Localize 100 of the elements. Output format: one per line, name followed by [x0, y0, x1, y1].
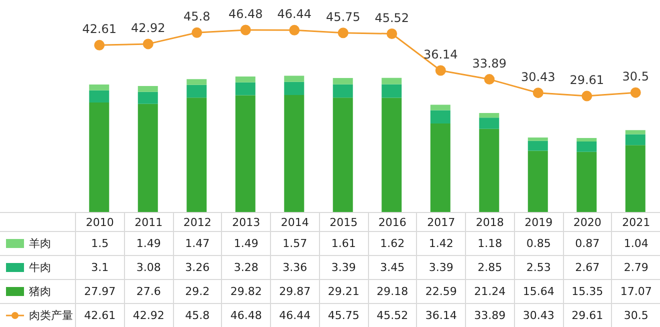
point [142, 38, 154, 50]
x-tick-label: 2016 [368, 213, 416, 232]
x-tick-label: 2019 [514, 213, 562, 232]
x-tick-label: 2011 [124, 213, 172, 232]
point [386, 28, 398, 40]
point [192, 27, 202, 38]
data-label: 3.36 [270, 256, 319, 280]
x-tick-label: 2013 [221, 213, 270, 232]
x-tick-label: 2015 [318, 213, 368, 232]
bar [138, 92, 158, 104]
data-label: 45.8 [172, 304, 222, 327]
data-label: 46.48 [221, 304, 270, 327]
annotation: 46.44 [277, 7, 312, 22]
data-label: 29.61 [562, 304, 612, 327]
bar [186, 84, 207, 98]
bar [479, 118, 500, 129]
data-label: 1.18 [465, 232, 514, 256]
bar [625, 130, 646, 134]
annotation: 36.14 [423, 47, 458, 62]
x-tick-label: 2014 [270, 213, 319, 232]
data-label: 1.62 [368, 232, 416, 256]
bar [528, 150, 548, 212]
data-label: 42.92 [124, 304, 172, 327]
bar [235, 76, 256, 82]
data-label: 2.53 [514, 256, 562, 280]
legend-label: 牛肉 [29, 260, 51, 275]
data-label: 2.79 [611, 256, 660, 280]
x-tick-label: 2017 [416, 213, 465, 232]
data-label: 30.43 [514, 304, 562, 327]
data-label: 1.49 [221, 232, 270, 256]
data-label: 1.5 [75, 232, 124, 256]
data-label: 1.61 [318, 232, 368, 256]
data-label: 45.75 [318, 304, 368, 327]
bar [186, 98, 207, 212]
bar [138, 104, 158, 212]
bar [528, 138, 548, 141]
data-label: 3.45 [368, 256, 416, 280]
bar [284, 82, 304, 96]
data-label: 27.6 [124, 280, 172, 304]
bar [576, 141, 597, 152]
point [94, 40, 105, 50]
bar [332, 78, 353, 84]
data-label: 15.64 [514, 280, 562, 304]
bar [576, 152, 597, 212]
data-label: 21.24 [465, 280, 514, 304]
point [582, 90, 592, 102]
data-label: 0.87 [562, 232, 612, 256]
annotation: 30.5 [622, 70, 649, 84]
annotation: 29.61 [570, 73, 604, 88]
data-label: 3.39 [318, 256, 368, 280]
annotation: 42.92 [130, 20, 166, 35]
data-label: 27.97 [75, 280, 124, 304]
annotation: 42.61 [82, 22, 117, 36]
data-label: 1.04 [611, 232, 660, 256]
bar [382, 78, 402, 84]
data-label: 0.85 [514, 232, 562, 256]
x-tick-label: 2021 [611, 213, 660, 232]
data-label: 36.14 [416, 304, 465, 327]
data-label: 1.42 [416, 232, 465, 256]
legend-label: 猪肉 [29, 284, 51, 299]
bar [186, 79, 207, 85]
annotation: 45.75 [326, 10, 360, 24]
data-label: 46.44 [270, 304, 319, 327]
legend-label: 肉类产量 [29, 308, 73, 323]
data-label: 29.82 [221, 280, 270, 304]
annotation: 30.43 [520, 70, 556, 84]
bar [235, 95, 256, 212]
bar [332, 84, 353, 98]
bar [332, 98, 353, 212]
bar [382, 98, 402, 212]
x-tick-label: 2018 [465, 213, 514, 232]
x-tick-label: 2012 [172, 213, 222, 232]
data-label: 1.49 [124, 232, 172, 256]
data-label: 22.59 [416, 280, 465, 304]
data-label: 30.5 [611, 304, 660, 327]
data-label: 3.1 [75, 256, 124, 280]
legend-label: 羊肉 [29, 236, 51, 251]
bar [479, 128, 500, 212]
bar [284, 76, 304, 82]
point [435, 65, 446, 76]
data-label: 3.26 [172, 256, 222, 280]
bar [479, 113, 500, 118]
bar [430, 104, 450, 110]
data-label: 33.89 [465, 304, 514, 327]
bar [235, 82, 256, 96]
data-label: 2.67 [562, 256, 612, 280]
bar [625, 134, 646, 146]
bar [576, 138, 597, 142]
data-label: 29.21 [318, 280, 368, 304]
bar [528, 140, 548, 151]
data-label: 3.39 [416, 256, 465, 280]
bar [382, 84, 402, 98]
data-label: 2.85 [465, 256, 514, 280]
data-label: 17.07 [611, 280, 660, 304]
bar [430, 110, 450, 124]
data-label: 45.52 [368, 304, 416, 327]
data-label: 3.28 [221, 256, 270, 280]
annotation: 45.8 [184, 10, 210, 24]
point [240, 24, 251, 36]
bar [284, 95, 304, 212]
